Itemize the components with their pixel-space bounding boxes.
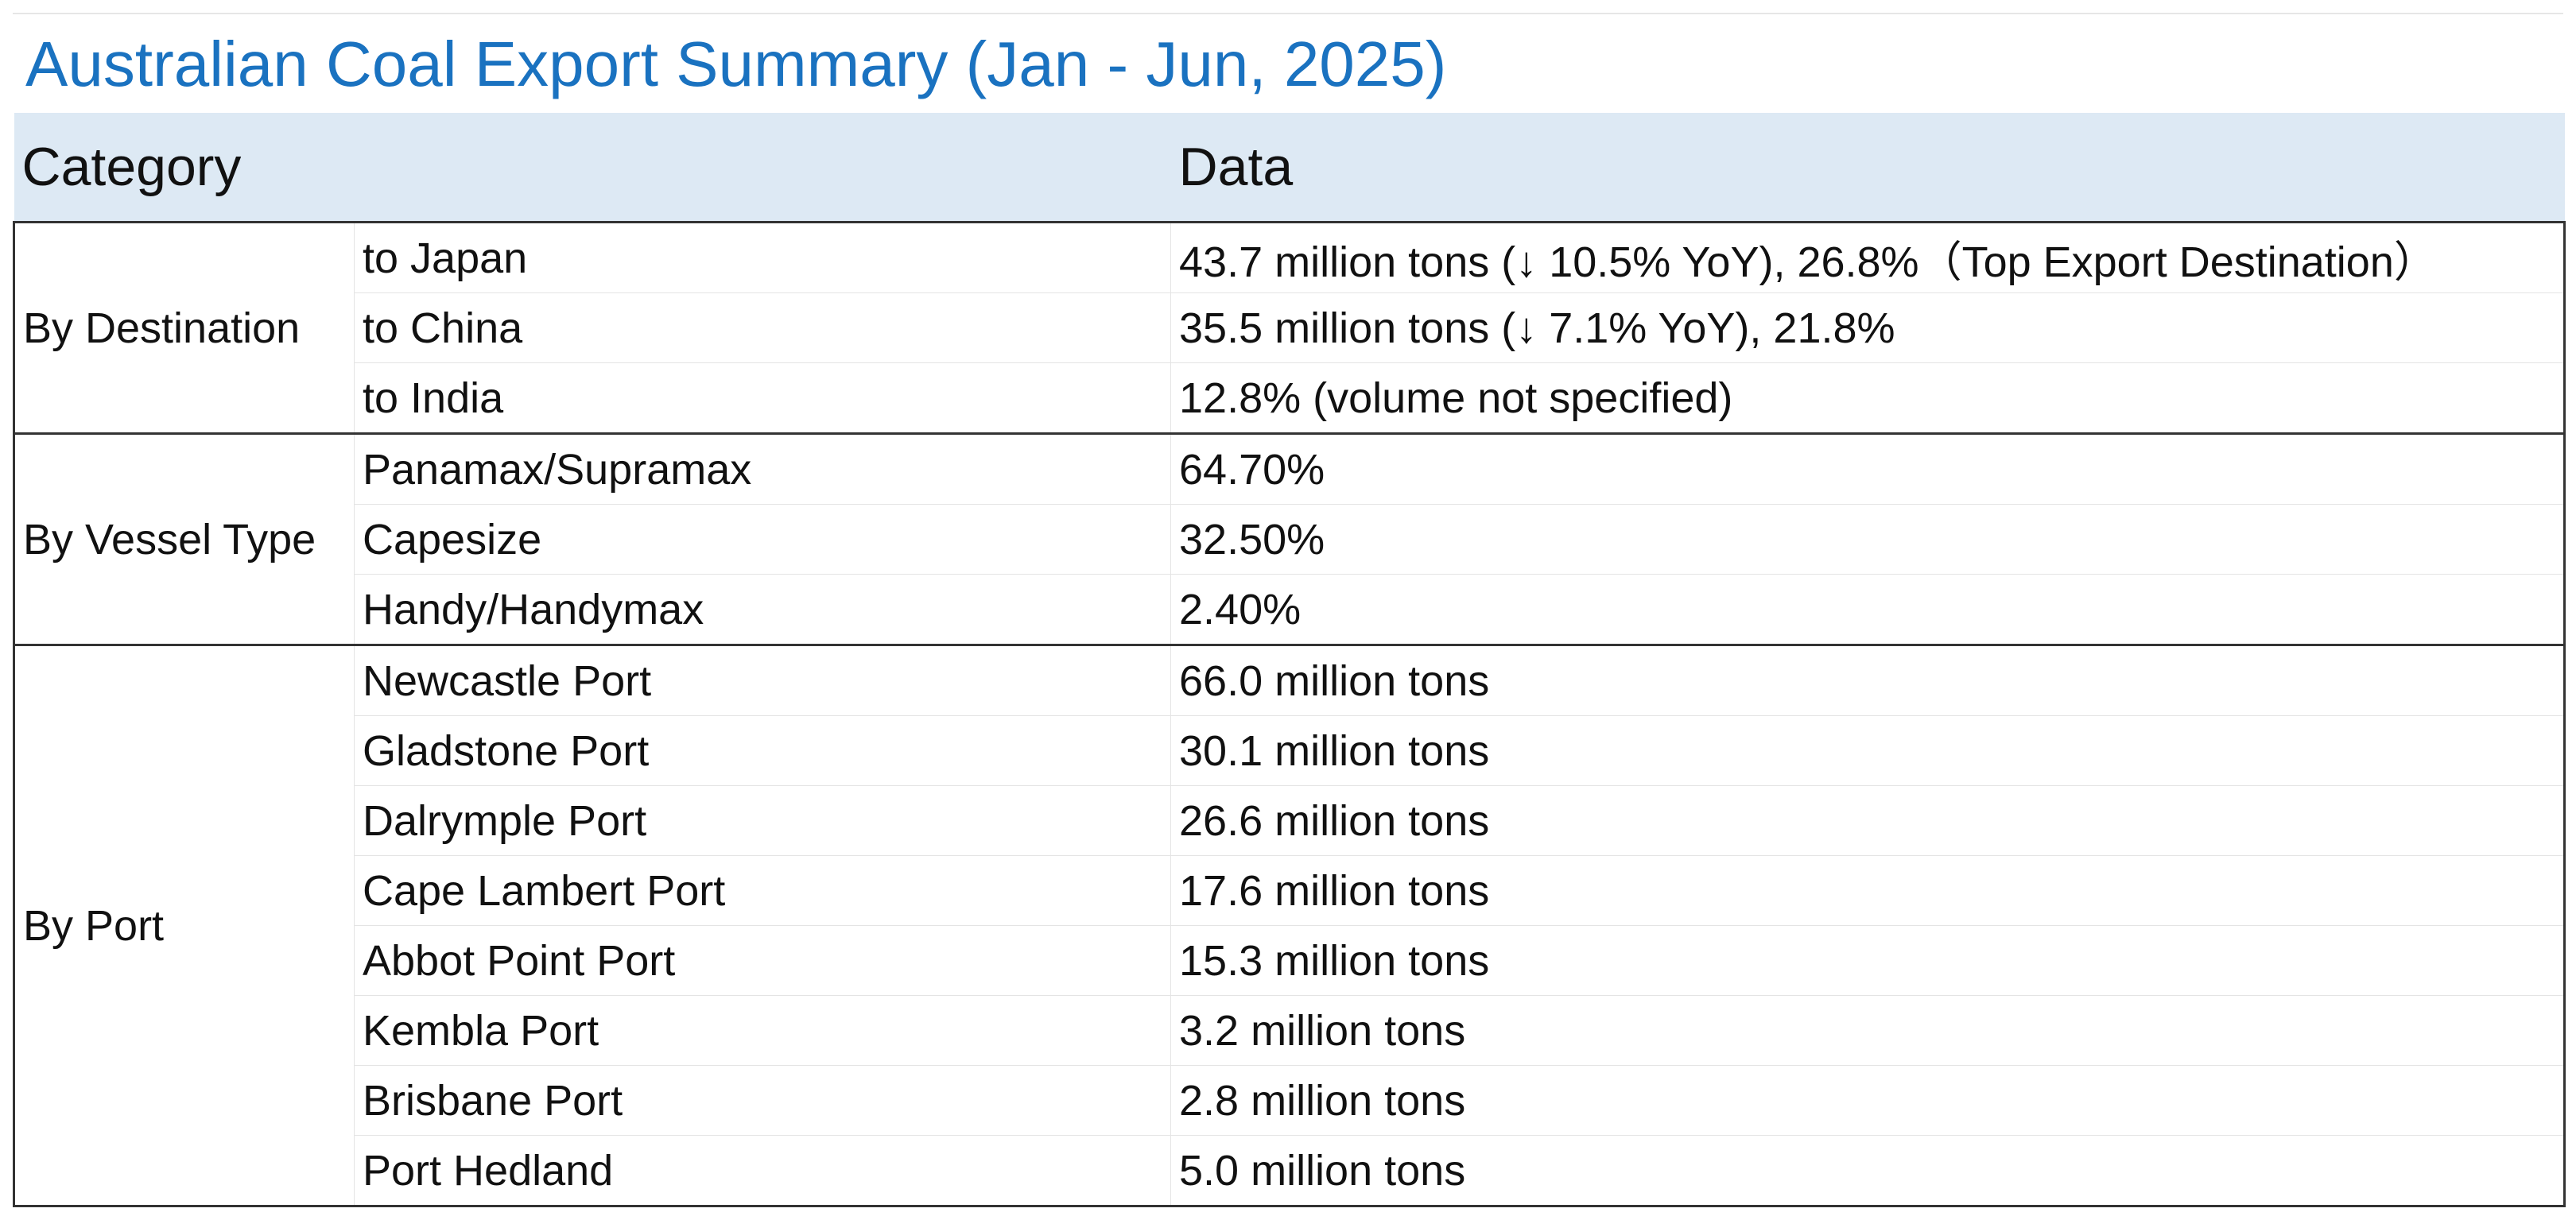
item-cell: to India [353, 362, 1171, 435]
value-cell: 2.40% [1170, 574, 2566, 646]
value-cell: 5.0 million tons [1170, 1135, 2566, 1207]
value-cell: 17.6 million tons [1170, 855, 2566, 926]
header-data: Data [1170, 113, 2565, 223]
category-cell-port: By Port [13, 645, 355, 1207]
value-cell: 2.8 million tons [1170, 1065, 2566, 1136]
item-cell: Kembla Port [353, 995, 1171, 1066]
item-cell: Gladstone Port [353, 715, 1171, 786]
table-row: By Vessel Type Panamax/Supramax 64.70% [13, 433, 2566, 646]
value-cell: 3.2 million tons [1170, 995, 2566, 1066]
item-cell: Handy/Handymax [353, 574, 1171, 646]
table-row: Gladstone Port 30.1 million tons [14, 715, 2566, 786]
item-cell: Capesize [353, 504, 1171, 575]
item-cell: to China [353, 292, 1171, 363]
sheet-title: Australian Coal Export Summary (Jan - Ju… [13, 13, 2563, 113]
value-cell: 66.0 million tons [1170, 645, 2566, 716]
table-row: Abbot Point Port 15.3 million tons [14, 925, 2566, 996]
item-cell: to Japan [353, 222, 1171, 293]
category-cell-destination: By Destination [13, 222, 355, 435]
item-cell: Port Hedland [353, 1135, 1171, 1207]
value-cell: 32.50% [1170, 504, 2566, 575]
header-row: Category Data [14, 113, 2565, 223]
item-cell: Abbot Point Port [353, 925, 1171, 996]
table-row: Capesize 32.50% [14, 504, 2566, 575]
table-row: Kembla Port 3.2 million tons [14, 995, 2566, 1066]
value-cell: 64.70% [1170, 433, 2566, 505]
table-row: Handy/Handymax 2.40% [14, 574, 2566, 646]
table-row: By Destination to Japan 43.7 million ton… [13, 222, 2566, 435]
item-cell: Brisbane Port [353, 1065, 1171, 1136]
table-row: Port Hedland 5.0 million tons [14, 1135, 2566, 1207]
item-cell: Dalrymple Port [353, 785, 1171, 856]
item-cell: Panamax/Supramax [353, 433, 1171, 505]
table-row: Dalrymple Port 26.6 million tons [14, 785, 2566, 856]
table-row: to China 35.5 million tons (↓ 7.1% YoY),… [14, 292, 2566, 363]
spreadsheet: Australian Coal Export Summary (Jan - Ju… [13, 13, 2566, 1207]
category-cell-vessel-type: By Vessel Type [13, 433, 355, 646]
item-cell: Newcastle Port [353, 645, 1171, 716]
value-cell: 26.6 million tons [1170, 785, 2566, 856]
table-row: Brisbane Port 2.8 million tons [14, 1065, 2566, 1136]
value-cell: 43.7 million tons (↓ 10.5% YoY), 26.8%（T… [1170, 222, 2566, 293]
value-cell: 12.8% (volume not specified) [1170, 362, 2566, 435]
export-summary-table: Category Data By Destination to Japan 43… [13, 113, 2566, 1207]
value-cell: 15.3 million tons [1170, 925, 2566, 996]
table-row: to India 12.8% (volume not specified) [14, 362, 2566, 435]
value-cell: 35.5 million tons (↓ 7.1% YoY), 21.8% [1170, 292, 2566, 363]
item-cell: Cape Lambert Port [353, 855, 1171, 926]
table-row: Cape Lambert Port 17.6 million tons [14, 855, 2566, 926]
table-row: By Port Newcastle Port 66.0 million tons [13, 645, 2566, 1207]
header-category: Category [14, 113, 1171, 223]
value-cell: 30.1 million tons [1170, 715, 2566, 786]
